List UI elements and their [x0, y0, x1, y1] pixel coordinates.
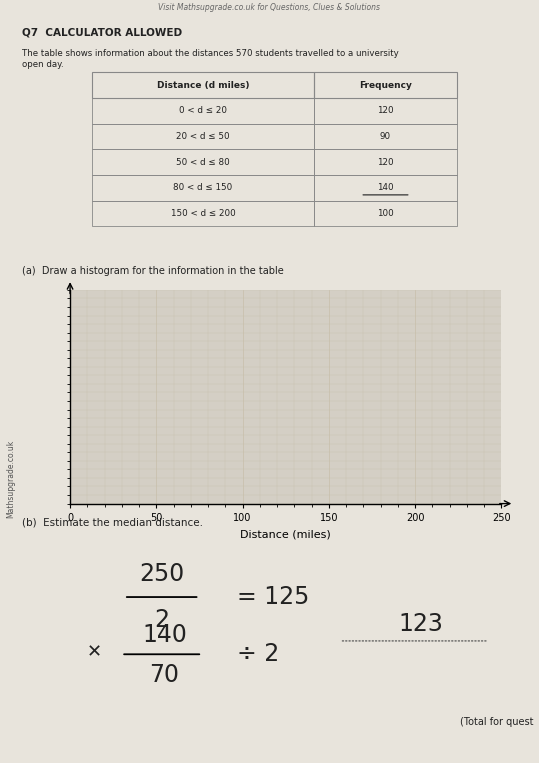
- Text: 2: 2: [154, 608, 169, 632]
- Text: Distance (d miles): Distance (d miles): [157, 81, 250, 89]
- Text: Q7  CALCULATOR ALLOWED: Q7 CALCULATOR ALLOWED: [22, 27, 182, 37]
- Text: 120: 120: [377, 106, 394, 115]
- Text: (b)  Estimate the median distance.: (b) Estimate the median distance.: [22, 517, 203, 528]
- Bar: [93, 201, 314, 226]
- Bar: [314, 201, 457, 226]
- Text: ÷ 2: ÷ 2: [237, 642, 279, 666]
- Bar: [93, 98, 314, 124]
- Bar: [314, 150, 457, 175]
- Text: 140: 140: [142, 623, 187, 647]
- Bar: [93, 175, 314, 201]
- Text: Frequency: Frequency: [359, 81, 412, 89]
- Text: 123: 123: [398, 612, 443, 636]
- Bar: [314, 98, 457, 124]
- Text: 150 < d ≤ 200: 150 < d ≤ 200: [171, 209, 236, 217]
- Text: 0 < d ≤ 20: 0 < d ≤ 20: [179, 106, 227, 115]
- Text: 70: 70: [149, 663, 179, 687]
- Text: 90: 90: [380, 132, 391, 141]
- Text: 140: 140: [377, 183, 394, 192]
- Bar: [93, 150, 314, 175]
- Text: 80 < d ≤ 150: 80 < d ≤ 150: [174, 183, 233, 192]
- Text: 100: 100: [377, 209, 394, 217]
- Bar: [314, 124, 457, 150]
- Text: 120: 120: [377, 158, 394, 166]
- X-axis label: Distance (miles): Distance (miles): [240, 530, 331, 539]
- Text: (Total for quest: (Total for quest: [460, 716, 534, 726]
- Text: The table shows information about the distances 570 students travelled to a univ: The table shows information about the di…: [22, 50, 398, 69]
- Bar: [93, 72, 314, 98]
- Text: 250: 250: [139, 562, 184, 586]
- Text: 20 < d ≤ 50: 20 < d ≤ 50: [176, 132, 230, 141]
- Text: Visit Mathsupgrade.co.uk for Questions, Clues & Solutions: Visit Mathsupgrade.co.uk for Questions, …: [158, 3, 381, 12]
- Text: Mathsupgrade.co.uk: Mathsupgrade.co.uk: [6, 439, 15, 517]
- Text: ✕: ✕: [87, 643, 102, 662]
- Bar: [93, 124, 314, 150]
- Bar: [314, 175, 457, 201]
- Text: 50 < d ≤ 80: 50 < d ≤ 80: [176, 158, 230, 166]
- Text: (a)  Draw a histogram for the information in the table: (a) Draw a histogram for the information…: [22, 266, 284, 276]
- Text: = 125: = 125: [237, 585, 309, 609]
- Bar: [314, 72, 457, 98]
